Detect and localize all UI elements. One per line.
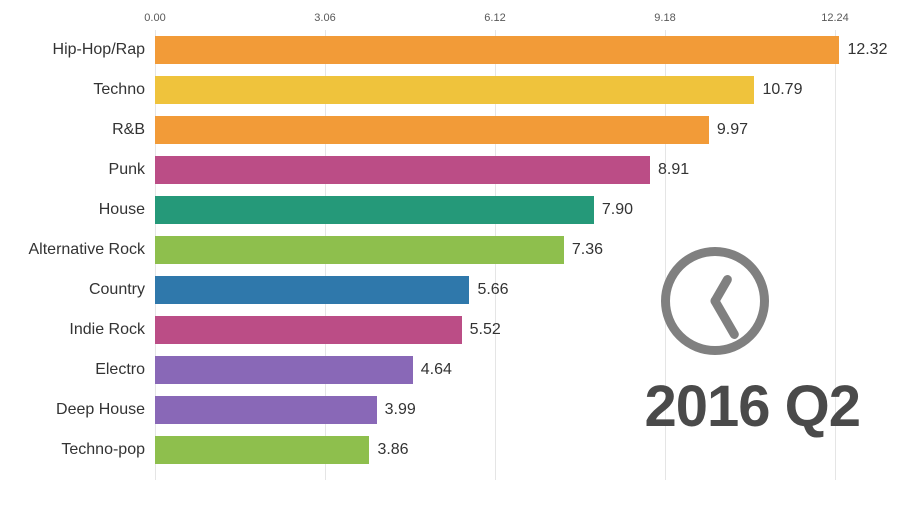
- bar: [155, 396, 377, 424]
- bar: [155, 36, 839, 64]
- category-label: House: [99, 201, 145, 219]
- bar: [155, 236, 564, 264]
- bar-chart-race: 0.003.066.129.1812.24Hip-Hop/Rap12.32Tec…: [0, 0, 900, 506]
- bar: [155, 156, 650, 184]
- value-label: 5.52: [470, 321, 501, 339]
- value-label: 4.64: [421, 361, 452, 379]
- bar-row: House7.90: [155, 190, 855, 230]
- category-label: Electro: [95, 361, 145, 379]
- value-label: 12.32: [847, 41, 887, 59]
- period-label: 2016 Q2: [644, 373, 860, 440]
- category-label: Punk: [109, 161, 145, 179]
- x-axis-tick-label: 12.24: [821, 12, 849, 24]
- value-label: 8.91: [658, 161, 689, 179]
- value-label: 5.66: [477, 281, 508, 299]
- category-label: R&B: [112, 121, 145, 139]
- clock-icon: [660, 246, 770, 356]
- bar: [155, 356, 413, 384]
- category-label: Hip-Hop/Rap: [53, 41, 145, 59]
- bar: [155, 116, 709, 144]
- value-label: 10.79: [762, 81, 802, 99]
- category-label: Techno: [93, 81, 145, 99]
- category-label: Alternative Rock: [29, 241, 146, 259]
- category-label: Country: [89, 281, 145, 299]
- bar-row: R&B9.97: [155, 110, 855, 150]
- x-axis-tick-label: 9.18: [654, 12, 675, 24]
- x-axis-tick-label: 6.12: [484, 12, 505, 24]
- category-label: Deep House: [56, 401, 145, 419]
- bar: [155, 76, 754, 104]
- bar-row: Hip-Hop/Rap12.32: [155, 30, 855, 70]
- bar-row: Punk8.91: [155, 150, 855, 190]
- bar: [155, 276, 469, 304]
- bar-row: Techno10.79: [155, 70, 855, 110]
- value-label: 7.90: [602, 201, 633, 219]
- category-label: Indie Rock: [69, 321, 145, 339]
- x-axis-tick-label: 0.00: [144, 12, 165, 24]
- x-axis-tick-label: 3.06: [314, 12, 335, 24]
- bar: [155, 196, 594, 224]
- bar: [155, 316, 462, 344]
- value-label: 9.97: [717, 121, 748, 139]
- value-label: 3.86: [377, 441, 408, 459]
- category-label: Techno-pop: [61, 441, 145, 459]
- bar: [155, 436, 369, 464]
- value-label: 3.99: [385, 401, 416, 419]
- value-label: 7.36: [572, 241, 603, 259]
